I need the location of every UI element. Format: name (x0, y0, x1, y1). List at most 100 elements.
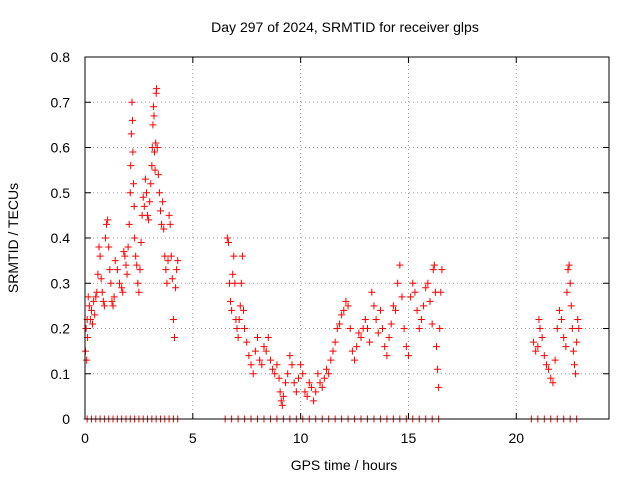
data-point (402, 343, 410, 351)
y-tick-label: 0.2 (51, 321, 71, 337)
data-point (363, 325, 371, 332)
data-point (116, 279, 124, 287)
data-point (111, 257, 119, 265)
data-point (167, 252, 175, 260)
data-point (563, 288, 571, 296)
data-point (536, 325, 544, 332)
data-point (376, 306, 384, 314)
data-point (348, 347, 356, 355)
data-point (150, 103, 158, 111)
data-point (87, 306, 95, 314)
data-point (394, 279, 402, 287)
data-point (569, 347, 577, 355)
grid (85, 57, 609, 419)
data-point (96, 252, 104, 260)
data-point (534, 343, 542, 351)
data-point (568, 325, 576, 332)
data-point (92, 293, 100, 301)
data-point (145, 216, 153, 224)
x-tick-label: 20 (508, 430, 524, 446)
data-point (374, 329, 382, 337)
data-point (407, 293, 415, 301)
data-point (279, 392, 287, 400)
data-point (230, 252, 238, 260)
data-point (144, 211, 152, 219)
data-point (249, 370, 257, 378)
y-tick-label: 0.1 (51, 366, 71, 382)
data-point (323, 365, 331, 373)
data-points (81, 85, 583, 423)
data-point (435, 383, 443, 391)
data-point (346, 325, 354, 332)
data-point (396, 261, 404, 269)
data-point (84, 293, 92, 301)
data-point (82, 325, 90, 332)
data-point (338, 311, 346, 319)
data-point (173, 266, 181, 274)
data-point (340, 306, 348, 314)
data-point (108, 297, 116, 305)
data-point (542, 361, 550, 369)
data-point (110, 293, 118, 301)
data-point (389, 302, 397, 310)
data-point (404, 352, 412, 360)
data-point (301, 388, 309, 396)
data-point (150, 112, 158, 120)
data-point (129, 148, 137, 156)
data-point (147, 180, 155, 188)
data-point (234, 334, 242, 342)
data-point (262, 347, 270, 355)
data-point (307, 383, 315, 391)
y-tick-label: 0.3 (51, 275, 71, 291)
data-point (314, 370, 322, 378)
data-point (233, 325, 241, 332)
data-point (284, 370, 292, 378)
data-point (85, 302, 93, 310)
data-point (570, 361, 578, 369)
data-point (132, 252, 140, 260)
data-point (236, 302, 244, 310)
data-point (558, 315, 566, 323)
data-point (434, 365, 442, 373)
data-point (299, 370, 307, 378)
data-point (139, 193, 147, 201)
data-point (223, 234, 231, 242)
data-point (160, 225, 168, 233)
x-axis-label: GPS time / hours (291, 457, 398, 473)
data-point (101, 234, 109, 242)
data-point (235, 315, 243, 323)
data-point (379, 325, 387, 332)
data-point (553, 325, 561, 332)
data-point (538, 334, 546, 342)
tick-labels: 0 0.1 0.2 0.3 0.4 0.5 0.6 0.7 0.8 0 5 10 15 20 (51, 49, 525, 446)
data-point (426, 297, 434, 305)
data-point (269, 365, 277, 373)
data-point (383, 352, 391, 360)
data-point (104, 216, 112, 224)
data-point (227, 297, 235, 305)
data-point (260, 343, 268, 351)
data-point (125, 220, 133, 228)
data-point (151, 166, 159, 174)
data-point (437, 288, 445, 296)
data-point (128, 116, 136, 124)
data-point (100, 302, 108, 310)
data-point (535, 315, 543, 323)
data-point (120, 248, 128, 256)
data-point (288, 361, 296, 369)
data-point (89, 320, 97, 328)
data-point (400, 325, 408, 332)
data-point (271, 370, 279, 378)
data-point (333, 325, 341, 332)
data-point (573, 338, 581, 346)
data-point (141, 175, 149, 183)
data-point (290, 379, 298, 387)
data-point (430, 261, 438, 269)
data-point (438, 266, 446, 274)
data-point (251, 347, 259, 355)
data-point (409, 279, 417, 287)
data-point (113, 266, 121, 274)
data-point (575, 325, 583, 332)
data-point (86, 315, 94, 323)
